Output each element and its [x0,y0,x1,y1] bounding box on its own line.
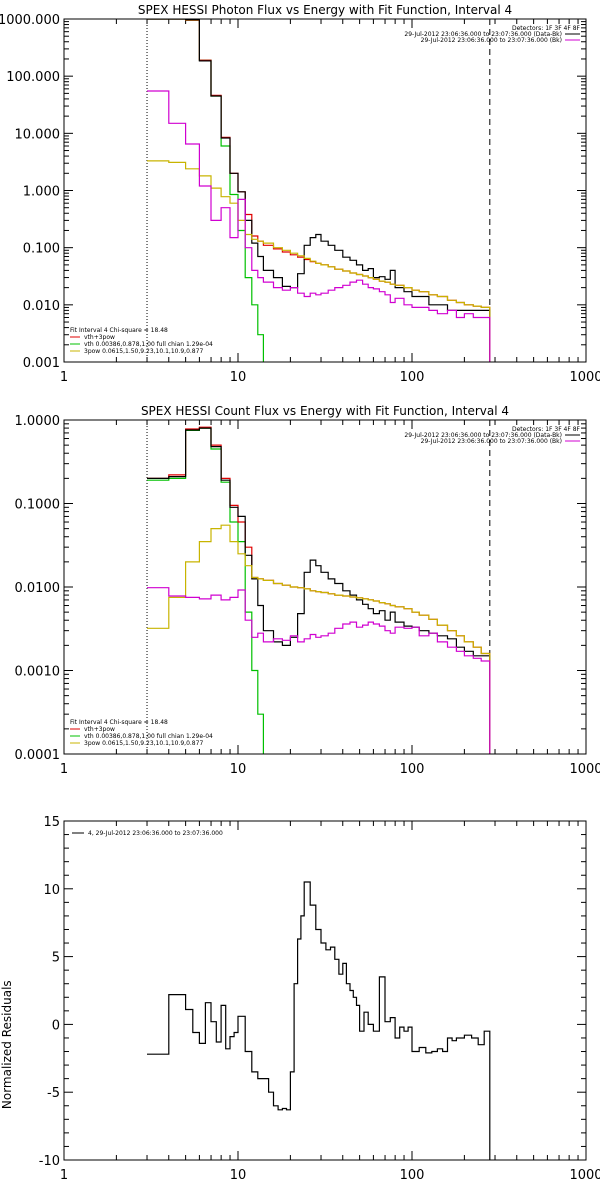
chart-2: SPEX HESSI Count Flux vs Energy with Fit… [15,404,600,777]
chart-1: SPEX HESSI Photon Flux vs Energy with Fi… [0,3,600,385]
legend-entry: Detectors: 1F 3F 4F 8F [512,426,581,433]
x-tick-label: 100 [400,1168,425,1183]
legend-entry: vth 0.00386,0.878,1.00 full chian 1.29e-… [84,733,213,740]
y-axis-label: Normalized Residuals [0,980,14,1109]
y-tick-label: 1000.000 [0,13,60,28]
legend-entry: 4, 29-Jul-2012 23:06:36.000 to 23:07:36.… [88,830,223,837]
y-tick-label: 0.001 [23,356,60,371]
chart-title: SPEX HESSI Photon Flux vs Energy with Fi… [138,3,512,17]
chart-title: SPEX HESSI Count Flux vs Energy with Fit… [141,404,509,418]
series-group [147,426,491,754]
y-tick-label: 100.000 [6,70,60,85]
series-group [147,19,491,362]
legend-entry: Detectors: 1F 3F 4F 8F [512,25,581,32]
legend-entry: 29-Jul-2012 23:06:36.000 to 23:07:36.000… [421,438,562,445]
x-tick-label: 1000 [569,1168,600,1183]
series-line-1 [147,427,264,754]
y-tick-label: 0.0100 [15,581,61,596]
y-tick-label: 10.000 [15,127,61,142]
series-line-1 [147,881,491,1160]
y-tick-label: 1.000 [23,185,60,200]
x-tick-label: 10 [230,762,247,777]
series-line-3 [147,19,491,362]
y-tick-label: -5 [47,1086,60,1101]
y-tick-label: -10 [39,1154,60,1169]
series-line-1 [147,19,264,362]
y-tick-label: 0 [52,1018,60,1033]
x-tick-label: 100 [400,370,425,385]
series-line-5 [147,587,491,754]
x-tick-label: 1000 [569,762,600,777]
legend-entry: Fit Interval 4 Chi-square = 18.48 [70,327,168,334]
legend-entry: vth+3pow [84,334,115,341]
y-tick-label: 15 [43,815,60,830]
x-tick-label: 10 [230,370,247,385]
x-tick-label: 1000 [569,370,600,385]
legend-entry: 29-Jul-2012 23:06:36.000 to 23:07:36.000… [404,31,562,38]
x-tick-label: 1 [60,762,68,777]
plot-frame [63,419,587,755]
legend-entry: vth+3pow [84,726,115,733]
series-line-3 [147,427,491,754]
y-tick-label: 1.0000 [15,414,61,429]
y-tick-label: 10 [43,883,60,898]
plot-frame [63,18,587,363]
series-line-5 [147,90,491,362]
y-tick-label: 5 [52,951,60,966]
x-tick-label: 1 [60,1168,68,1183]
series-line-2 [147,426,491,754]
legend-entry: 29-Jul-2012 23:06:36.000 to 23:07:36.000… [404,432,562,439]
legend-entry: 29-Jul-2012 23:06:36.000 to 23:07:36.000… [421,37,562,44]
y-tick-label: 0.010 [23,299,60,314]
legend-entry: 3pow 0.0615,1.50,9.23,10.1,10.9,0.877 [84,348,203,355]
chart-3: Normalized Residuals 1 10 100 1000 -10 -5 0 5 10 1… [0,815,600,1183]
y-tick-label: 0.0001 [15,748,61,763]
x-tick-label: 100 [400,762,425,777]
series-line-2 [147,19,491,362]
legend-entry: 3pow 0.0615,1.50,9.23,10.1,10.9,0.877 [84,740,203,747]
legend-entry: vth 0.00386,0.878,1.00 full chian 1.29e-… [84,341,213,348]
x-tick-label: 1 [60,370,68,385]
y-tick-label: 0.1000 [15,498,61,513]
plot-frame [63,820,587,1161]
y-tick-label: 0.100 [23,242,60,257]
y-tick-label: 0.0010 [15,665,61,680]
series-line-4 [147,160,491,362]
series-line-4 [147,524,491,754]
x-tick-label: 10 [230,1168,247,1183]
legend-entry: Fit Interval 4 Chi-square = 18.48 [70,719,168,726]
series-group [147,881,491,1160]
